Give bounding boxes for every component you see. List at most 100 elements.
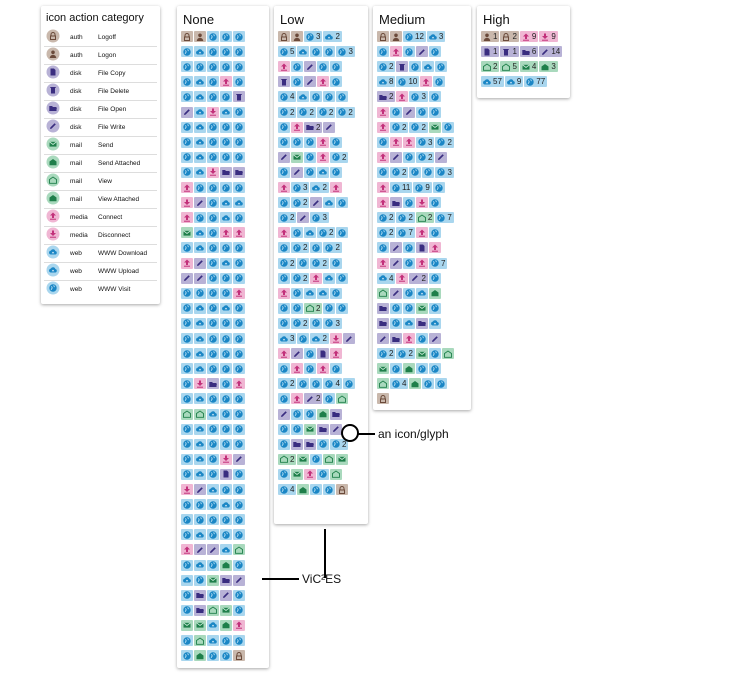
- web-visit-icon: [196, 213, 204, 222]
- web-visit-glyph: [220, 31, 232, 42]
- web-upload-icon: [222, 109, 230, 115]
- glyph-row: 2: [278, 302, 349, 314]
- glyph-row: [181, 514, 245, 526]
- web-visit-icon: [209, 47, 217, 56]
- web-visit-icon: [332, 289, 340, 297]
- web-visit-glyph: 2: [291, 197, 310, 209]
- media-connect-icon: [281, 184, 287, 192]
- media-disconnect-glyph: [220, 453, 232, 465]
- media-disconnect-glyph: [194, 378, 206, 390]
- glyph-row: 4: [278, 484, 349, 495]
- web-visit-glyph: [330, 136, 342, 148]
- glyph-row: 2 5 4 3: [481, 61, 558, 73]
- media-connect-icon: [320, 153, 326, 161]
- web-visit-glyph: [233, 499, 245, 511]
- web-visit-icon: [405, 47, 413, 56]
- media-connect-icon: [380, 153, 386, 161]
- glyph-row: [181, 574, 245, 586]
- web-visit-glyph: [207, 650, 219, 662]
- mail-view-icon: [196, 636, 204, 645]
- web-visit-icon: [379, 244, 387, 252]
- media-disconnect-icon: [210, 168, 216, 177]
- web-visit-icon: [183, 591, 191, 599]
- web-visit-icon: [418, 334, 426, 343]
- disk-open-icon: [293, 442, 301, 448]
- web-upload-glyph: 9: [504, 76, 524, 88]
- glyph-count: 7: [441, 258, 446, 268]
- web-upload-icon: [209, 637, 217, 643]
- glyph-count: 4: [531, 62, 537, 72]
- web-visit-icon: [306, 32, 314, 41]
- legend-action: Disconnect: [98, 231, 131, 239]
- web-visit-glyph: [304, 166, 316, 178]
- auth-logoff-glyph: 2: [500, 31, 519, 42]
- disk-open-icon: [235, 170, 243, 176]
- web-visit-icon: [280, 440, 288, 448]
- mail-send-icon: [431, 124, 439, 130]
- web-visit-icon: [280, 274, 288, 282]
- media-connect-glyph: [181, 544, 193, 556]
- web-visit-glyph: 3: [323, 317, 342, 329]
- web-upload-icon: [222, 199, 230, 206]
- web-visit-icon: [312, 380, 321, 388]
- web-visit-icon: [235, 259, 243, 267]
- web-visit-icon: [293, 410, 301, 418]
- web-visit-glyph: 2: [316, 106, 336, 118]
- mail-view-glyph: 2: [278, 453, 297, 465]
- auth-logon-icon: [483, 33, 491, 41]
- web-upload-glyph: [194, 423, 206, 435]
- web-upload-glyph: [403, 317, 415, 329]
- media-connect-icon: [313, 274, 320, 282]
- web-visit-glyph: [233, 408, 245, 420]
- media-connect-icon: [236, 289, 242, 297]
- web-visit-icon: [235, 213, 243, 222]
- web-visit-glyph: [194, 182, 206, 193]
- legend-row: disk File Write: [41, 118, 160, 136]
- disk-write-icon: [281, 154, 287, 161]
- glyph-count: 2: [309, 107, 314, 117]
- disk-write-icon: [294, 350, 300, 357]
- disk-write-glyph: [181, 106, 193, 118]
- web-visit-icon: [222, 319, 230, 328]
- web-visit-glyph: 4: [390, 378, 409, 390]
- glyph-count: 2: [512, 32, 517, 41]
- web-visit-glyph: [317, 438, 329, 450]
- web-visit-glyph: [390, 363, 402, 375]
- legend-category: media: [70, 231, 88, 239]
- web-visit-glyph: 4: [278, 91, 297, 103]
- disk-open-glyph: [194, 589, 206, 601]
- web-visit-icon: [183, 531, 191, 539]
- disk-delete-icon: [236, 93, 242, 101]
- media-connect-glyph: [181, 257, 193, 269]
- web-visit-glyph: [429, 363, 441, 375]
- web-visit-glyph: [435, 61, 448, 73]
- glyph-count: 2: [421, 273, 426, 283]
- web-visit-icon: [392, 364, 400, 373]
- web-visit-icon: [209, 229, 217, 237]
- web-visit-glyph: 7: [396, 227, 415, 239]
- web-visit-glyph: [181, 589, 193, 601]
- mail-send-icon: [418, 351, 426, 357]
- web-visit-icon: [405, 289, 413, 297]
- web-visit-icon: [306, 364, 314, 373]
- web-visit-glyph: [377, 136, 389, 148]
- glyph-count: 12: [415, 32, 424, 41]
- web-visit-icon: [405, 244, 413, 252]
- web-visit-icon: [293, 229, 301, 237]
- web-visit-glyph: [220, 61, 232, 73]
- disk-open-icon: [418, 321, 426, 327]
- web-visit-glyph: [220, 136, 232, 148]
- legend-row: auth Logoff: [41, 28, 160, 46]
- disk-write-glyph: 14: [539, 46, 563, 58]
- media-connect-glyph: [291, 363, 303, 375]
- media-connect-icon: [281, 229, 287, 237]
- media-connect-glyph: [377, 257, 389, 269]
- media-connect-glyph: [330, 348, 342, 360]
- web-visit-icon: [398, 349, 407, 358]
- web-upload-icon: [196, 139, 204, 145]
- media-connect-icon: [419, 259, 425, 267]
- web-visit-glyph: [336, 197, 349, 209]
- web-visit-icon: [431, 274, 439, 282]
